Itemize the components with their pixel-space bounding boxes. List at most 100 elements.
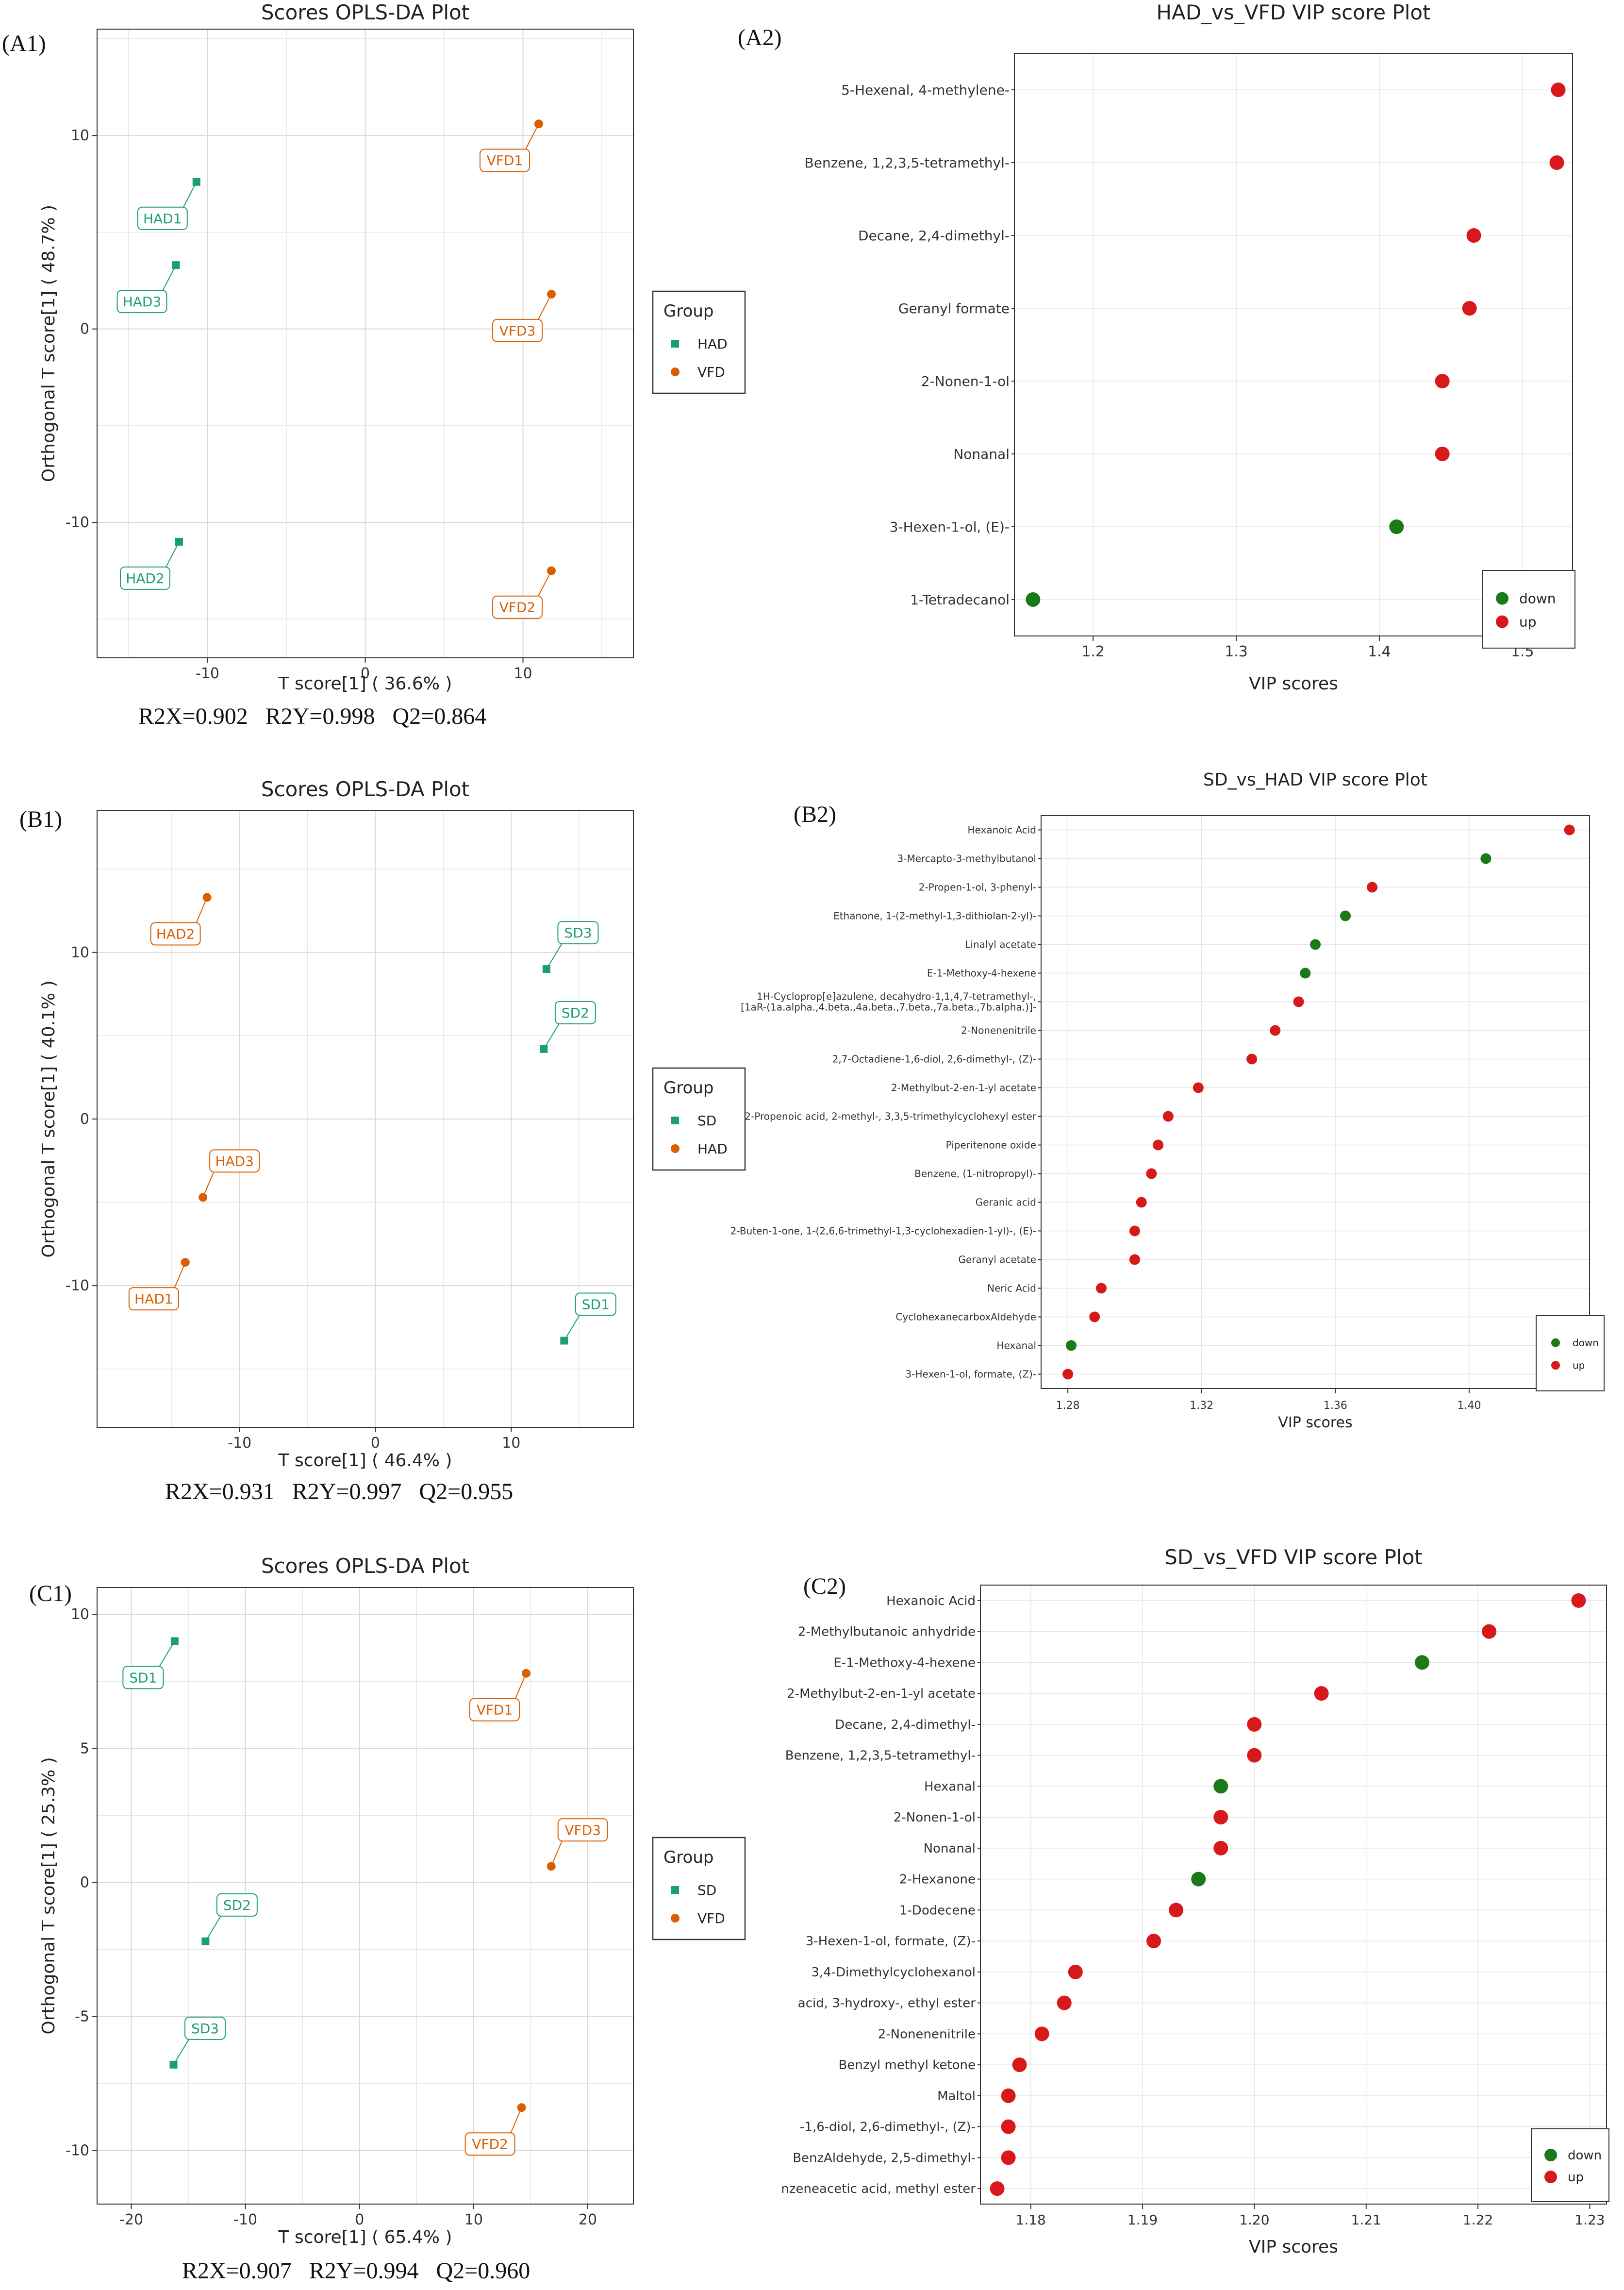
a2-y-label-4: 2-Nonen-1-ol (921, 373, 1010, 389)
b2-dot-hexanoic-acid (1564, 824, 1575, 836)
c2-plot-border (980, 1585, 1607, 2205)
c2-dot-1-dodecene (1169, 1903, 1184, 1918)
c1-plot-border (97, 1587, 634, 2205)
label-box-vfd2 (492, 595, 543, 619)
b2-dot-ethanone-1-2-methyl-1-3-dithiolan-2-yl (1340, 910, 1351, 921)
c2-legend-marker-up (1544, 2171, 1557, 2183)
c2-x-tick-label: 1.21 (1351, 2212, 1381, 2228)
a1-x-axis-label: T score[1] ( 36.6% ) (278, 674, 452, 694)
b2-y-label-6: 1H-Cycloprop[e]azulene, decahydro-1,1,4,… (757, 991, 1036, 1003)
point-had2 (175, 537, 183, 546)
c2-legend-marker-down (1544, 2149, 1557, 2161)
label-leader-vfd2 (538, 570, 552, 597)
c1-x-tick-label: 0 (355, 2211, 364, 2228)
label-leader-had3 (202, 1171, 215, 1198)
label-box-sd3 (184, 2016, 226, 2040)
c2-y-label-16: Maltol (937, 2089, 976, 2104)
c2-x-tick-label: 1.18 (1015, 2212, 1045, 2228)
point-label-sd2: SD2 (562, 1005, 589, 1021)
c2-dot-2-methylbutanoic-anhydride (1482, 1624, 1497, 1639)
a2-legend-marker-down (1496, 592, 1508, 605)
b1-legend-box (652, 1067, 746, 1171)
c1-legend-marker-sd (671, 1886, 679, 1894)
b2-dot-geranic-acid (1136, 1197, 1147, 1208)
label-box-sd1 (575, 1292, 616, 1316)
c2-dot-benzene-1-2-3-5-tetramethyl (1247, 1748, 1262, 1763)
label-box-vfd2 (464, 2132, 515, 2156)
label-box-vfd3 (492, 318, 543, 342)
b1-legend-title: Group (663, 1078, 714, 1098)
c1-legend-label-vfd: VFD (697, 1910, 725, 1926)
point-label-vfd3: VFD3 (499, 323, 536, 339)
c1-y-tick-label: 5 (80, 1740, 89, 1757)
b1-legend-marker-sd (671, 1117, 679, 1124)
c2-y-label-14: 2-Nonenenitrile (878, 2027, 976, 2041)
b2-dot-2-buten-1-one-1-2-6-6-trimethyl-1-3-cyclohexadien-1-yl-e (1129, 1225, 1140, 1237)
a2-y-label-0: 5-Hexenal, 4-methylene- (841, 82, 1010, 98)
point-label-sd2: SD2 (223, 1897, 251, 1913)
a2-dot-3-hexen-1-ol-e (1389, 519, 1404, 534)
point-had2 (202, 893, 212, 902)
a2-y-label-7: 1-Tetradecanol (910, 592, 1010, 608)
c2-dot-3-hexen-1-ol-formate-z (1146, 1934, 1161, 1949)
b2-legend-box (1536, 1315, 1605, 1391)
c2-y-label-0: Hexanoic Acid (886, 1594, 976, 1608)
c2-dot-2-nonen-1-ol (1213, 1810, 1228, 1825)
a2-x-tick-label: 1.4 (1368, 643, 1391, 660)
c1-y-axis-label: Orthogonal T score[1] ( 25.3% ) (39, 1757, 59, 2034)
c1-x-tick-label: 10 (464, 2211, 483, 2228)
point-sd1 (560, 1337, 568, 1345)
a2-chart-title: HAD_vs_VFD VIP score Plot (1156, 0, 1430, 24)
b2-dot-2-nonenenitrile (1270, 1025, 1281, 1036)
a1-x-tick-label: 0 (361, 665, 370, 682)
a1-legend-label-had: HAD (697, 336, 728, 352)
point-vfd3 (547, 289, 556, 299)
label-leader-sd3 (173, 2039, 189, 2065)
c2-y-label-19: nzeneacetic acid, methyl ester (781, 2182, 976, 2196)
a1-y-tick-label: 10 (71, 127, 89, 144)
label-box-had1 (137, 206, 188, 230)
b2-plot-border (1041, 815, 1590, 1389)
a1-y-tick-label: -10 (66, 514, 89, 531)
chart-a1-scores-plot: Scores OPLS-DA Plot -10 0 10 -10 0 10 T score[1… (0, 0, 757, 699)
c2-dot-2-nonenenitrile (1034, 2026, 1049, 2041)
b2-y-label-5: E-1-Methoxy-4-hexene (927, 968, 1036, 979)
label-leader-vfd1 (515, 1673, 527, 1699)
c2-legend-box (1531, 2128, 1609, 2202)
c1-y-tick-label: 10 (71, 1606, 89, 1623)
point-had3 (199, 1193, 208, 1202)
b2-y-label-6-cont: [1aR-(1a.alpha.,4.beta.,4a.beta.,7.beta.… (741, 1002, 1036, 1013)
a1-x-tick-label: 10 (514, 665, 532, 682)
label-leader-had2 (166, 541, 180, 568)
c2-y-label-18: BenzAldehyde, 2,5-dimethyl- (793, 2151, 976, 2165)
a1-legend-marker-vfd (671, 368, 679, 376)
b2-y-label-8: 2,7-Octadiene-1,6-diol, 2,6-dimethyl-, (… (832, 1053, 1036, 1065)
c2-dot-decane-2-4-dimethyl (1247, 1717, 1262, 1732)
b2-y-label-19: 3-Hexen-1-ol, formate, (Z)- (906, 1369, 1036, 1380)
b2-y-label-4: Linalyl acetate (965, 939, 1036, 951)
c2-chart-title: SD_vs_VFD VIP score Plot (1164, 1545, 1422, 1569)
label-leader-vfd3 (538, 294, 552, 320)
label-leader-sd1 (159, 1640, 175, 1667)
b2-dot-e-1-methoxy-4-hexene (1300, 968, 1311, 979)
c2-dot-benzaldehyde-2-5-dimethyl (1001, 2150, 1016, 2165)
b2-y-label-16: Neric Acid (987, 1283, 1036, 1294)
b1-y-tick-label: 0 (80, 1111, 89, 1128)
c2-y-label-1: 2-Methylbutanoic anhydride (798, 1625, 976, 1639)
b1-x-tick-label: 10 (502, 1435, 520, 1452)
a2-dot-decane-2-4-dimethyl (1466, 228, 1481, 243)
label-leader-sd1 (563, 1315, 580, 1341)
a1-chart-title: Scores OPLS-DA Plot (261, 0, 469, 24)
point-label-vfd1: VFD1 (477, 1702, 513, 1718)
c2-x-tick-label: 1.19 (1127, 2212, 1158, 2228)
a1-legend-box (652, 290, 746, 394)
b1-plot-border (97, 810, 634, 1428)
b2-x-tick-label: 1.40 (1457, 1400, 1481, 1412)
label-leader-had2 (196, 897, 208, 923)
a1-plot-border (97, 29, 634, 658)
point-sd2 (540, 1045, 548, 1053)
point-sd3 (542, 965, 550, 973)
point-vfd2 (547, 566, 556, 575)
b2-legend-label-down: down (1573, 1337, 1599, 1349)
b2-dot-2-propenoic-acid-2-methyl-3-3-5-trimethylcyclohexyl-ester (1162, 1111, 1174, 1122)
